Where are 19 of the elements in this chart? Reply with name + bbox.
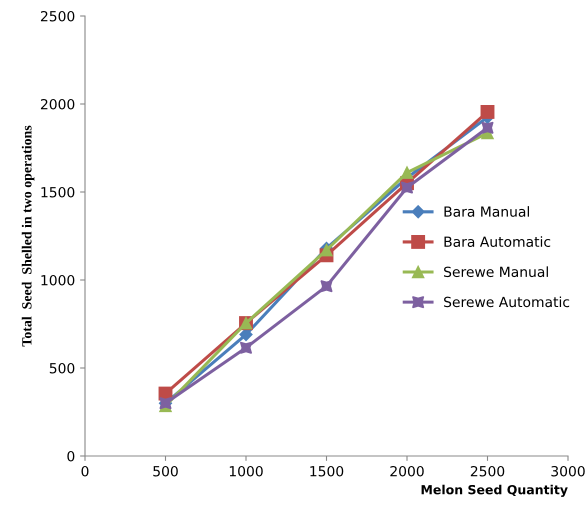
x-axis-title: Melon Seed Quantity [422,484,568,497]
y-tick-label: 2000 [40,98,74,110]
x-tick-label: 1500 [310,466,344,476]
legend-label: Bara Manual [444,206,529,217]
legend-label: Serewe Manual [444,266,548,278]
y-tick-label: 1500 [41,186,74,198]
y-axis-title: Total Seed Shelled in two operations [22,126,34,346]
legend-label: Bara Automatic [444,236,550,247]
y-tick-label: 2500 [40,10,74,22]
x-tick-label: 2000 [390,466,424,476]
x-tick-label: 3000 [551,466,585,476]
y-tick-label: 1000 [41,274,74,286]
y-tick-label: 0 [67,450,74,462]
x-tick-label: 0 [81,466,88,476]
x-tick-label: 500 [153,466,178,476]
legend-label: Serewe Automatic [444,296,570,308]
x-tick-label: 1000 [230,466,263,476]
y-tick-label: 500 [50,362,74,374]
x-tick-label: 2500 [470,466,504,476]
